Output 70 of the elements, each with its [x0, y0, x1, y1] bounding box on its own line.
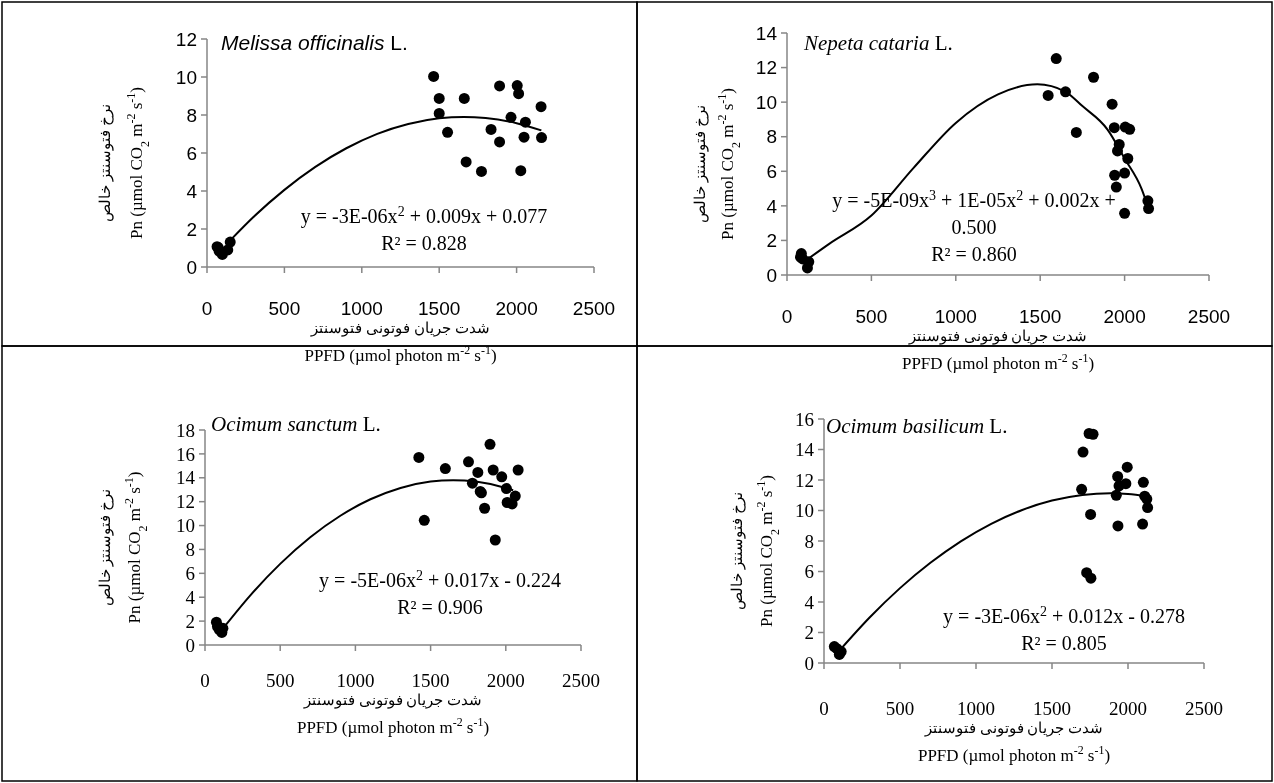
x-tick-label: 2000: [1109, 698, 1147, 719]
y-tick-label: 16: [176, 443, 195, 465]
y-tick-label: 6: [804, 561, 814, 583]
annotation: R² = 0.828: [381, 232, 467, 254]
y-tick-label: 18: [176, 419, 195, 441]
chart-title: Ocimum sanctum L.: [211, 412, 381, 436]
y-tick-label: 10: [755, 91, 777, 113]
y-tick-label: 6: [185, 562, 195, 584]
x-tick-label: 2000: [486, 670, 525, 691]
x-tick-label: 2000: [1103, 306, 1146, 327]
chart-title: Ocimum basilicum L.: [826, 414, 1008, 438]
annotation: R² = 0.805: [1021, 632, 1107, 654]
y-tick-label: 6: [186, 142, 197, 164]
y-tick-label: 2: [766, 230, 777, 252]
chart-title: Nepeta cataria L.: [803, 31, 953, 55]
x-tick-label: 500: [265, 670, 295, 691]
y-tick-label: 0: [186, 256, 197, 278]
y-tick-label: 8: [185, 539, 195, 561]
y-tick-label: 12: [175, 28, 197, 50]
y-tick-label: 10: [175, 66, 197, 88]
x-tick-label: 2500: [1185, 698, 1223, 719]
x-tick-label: 1000: [340, 298, 383, 319]
annotation: y = -3E-06x$^{2}$ + 0.012x - 0.278: [943, 603, 1185, 628]
y-tick-label: 12: [755, 57, 777, 79]
y-tick-label: 4: [766, 195, 778, 217]
y-tick-label: 8: [766, 126, 777, 148]
y-tick-label: 10: [795, 500, 814, 522]
x-tick-label: 500: [268, 298, 301, 319]
x-tick-label: 0: [781, 306, 793, 327]
y-tick-label: 12: [176, 491, 195, 513]
x-tick-label: 1500: [418, 298, 461, 319]
chart-title: Melissa officinalis L.: [221, 31, 408, 54]
y-tick-label: 4: [804, 591, 815, 613]
y-tick-label: 0: [804, 652, 814, 674]
x-tick-label: 1000: [336, 670, 375, 691]
x-tick-label: 0: [819, 698, 829, 719]
y-tick-label: 2: [804, 622, 814, 644]
x-tick-label: 0: [200, 670, 210, 691]
y-tick-label: 4: [185, 586, 196, 608]
y-tick-label: 0: [766, 264, 777, 286]
y-tick-label: 8: [804, 530, 814, 552]
annotation: 0.500: [951, 216, 997, 238]
y-tick-label: 4: [186, 180, 198, 202]
y-tick-label: 2: [185, 610, 195, 632]
annotation: y = -3E-06x$^{2}$ + 0.009x + 0.077: [300, 203, 548, 228]
y-tick-label: 12: [795, 469, 814, 491]
annotation: y = -5E-06x$^{2}$ + 0.017x - 0.224: [319, 567, 561, 592]
y-tick-label: 6: [766, 160, 777, 182]
x-tick-label: 500: [855, 306, 888, 327]
x-tick-label: 500: [885, 698, 915, 719]
x-tick-label: 2500: [572, 298, 616, 319]
x-tick-label: 0: [201, 298, 213, 319]
annotation: R² = 0.906: [397, 596, 483, 618]
y-tick-label: 8: [186, 104, 197, 126]
x-tick-label: 1500: [1019, 306, 1062, 327]
x-tick-label: 2500: [562, 670, 600, 691]
x-tick-label: 1500: [411, 670, 450, 691]
annotation: R² = 0.860: [931, 243, 1017, 265]
x-tick-label: 1500: [1033, 698, 1071, 719]
y-tick-label: 14: [755, 22, 778, 44]
y-tick-label: 14: [176, 467, 196, 489]
x-tick-label: 2500: [1187, 306, 1231, 327]
y-tick-label: 14: [795, 439, 815, 461]
x-tick-label: 2000: [495, 298, 538, 319]
x-tick-label: 1000: [934, 306, 977, 327]
y-tick-label: 0: [185, 634, 195, 656]
y-tick-label: 10: [176, 515, 195, 537]
x-tick-label: 1000: [957, 698, 995, 719]
y-tick-label: 2: [186, 218, 197, 240]
y-tick-label: 16: [795, 408, 814, 430]
